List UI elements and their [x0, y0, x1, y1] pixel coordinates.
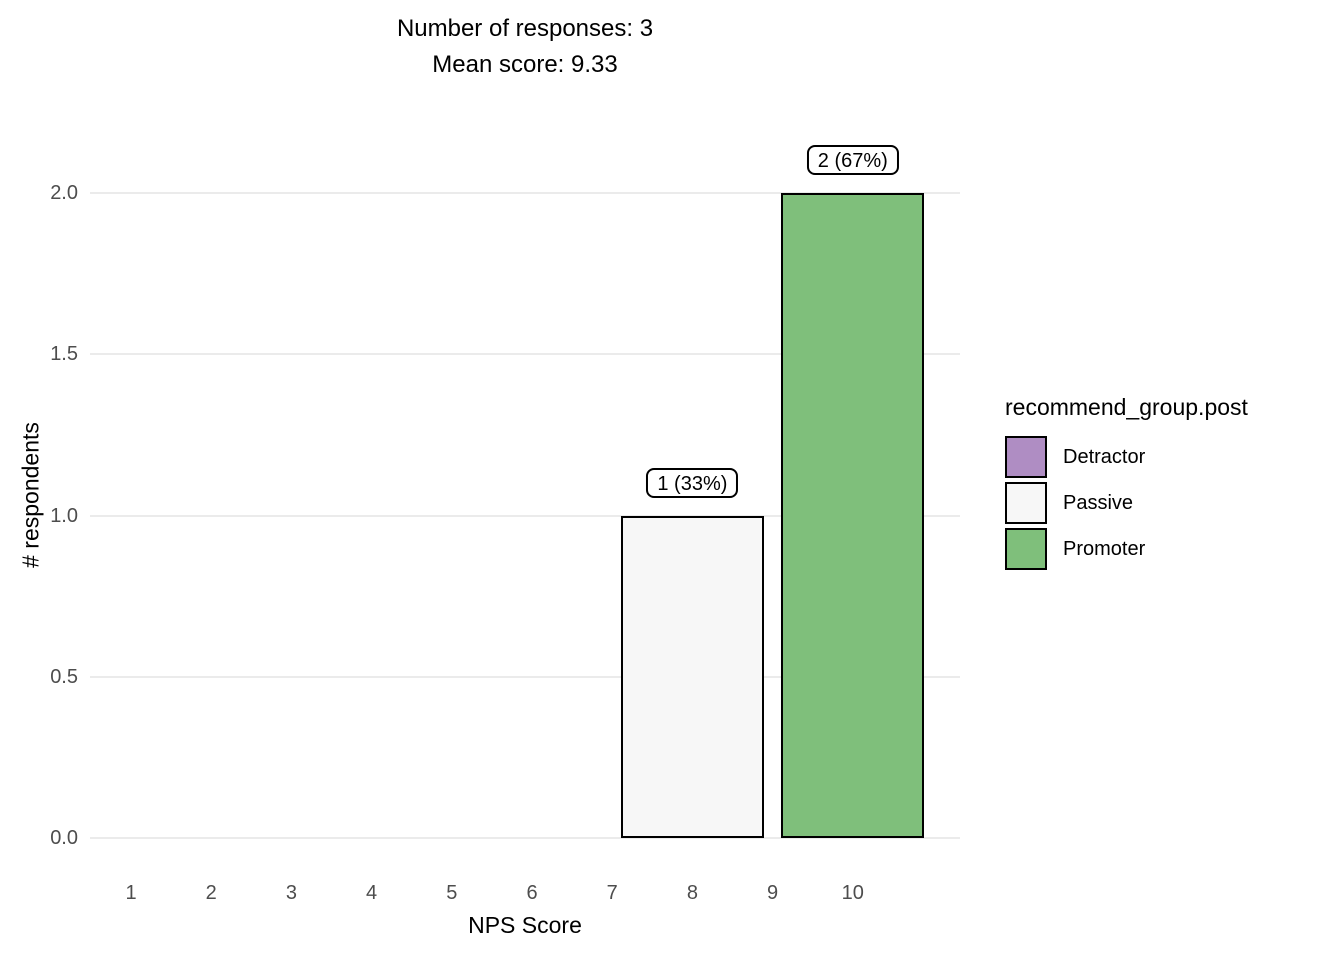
bar-value-label: 2 (67%) [806, 145, 899, 175]
x-tick-label: 6 [526, 882, 538, 904]
legend-key-promoter-swatch [1005, 528, 1047, 570]
x-tick-label: 1 [125, 882, 137, 904]
legend-entry-detractor: Detractor [1005, 436, 1248, 478]
bar-promoter [781, 193, 925, 838]
legend-entry-promoter: Promoter [1005, 528, 1248, 570]
legend-key-passive-swatch [1005, 482, 1047, 524]
bar-value-label: 1 (33%) [646, 467, 739, 498]
y-tick-label: 0.5 [50, 665, 78, 688]
bar-passive [620, 515, 764, 838]
x-tick-label: 8 [686, 882, 698, 904]
legend-title: recommend_group.post [1005, 394, 1248, 420]
x-tick-label: 2 [205, 882, 217, 904]
x-tick-label: 3 [285, 882, 297, 904]
legend-entry-passive: Passive [1005, 482, 1248, 524]
chart-title: Number of responses: 3 Mean score: 9.33 [90, 11, 960, 83]
x-tick-label: 9 [767, 882, 779, 904]
y-tick-label: 2.0 [50, 182, 78, 204]
x-axis-title: NPS Score [468, 912, 582, 938]
gridline [90, 514, 960, 517]
legend-label-detractor: Detractor [1063, 445, 1146, 468]
legend: recommend_group.post Detractor Passive Pro… [1005, 394, 1248, 574]
x-tick-label: 4 [366, 882, 378, 904]
y-tick-label: 1.0 [50, 504, 78, 527]
legend-label-passive: Passive [1063, 491, 1134, 514]
gridline [90, 837, 960, 839]
chart-title-line2: Mean score: 9.33 [432, 51, 618, 78]
legend-entries: Detractor Passive Promoter [1005, 436, 1248, 570]
gridline [90, 675, 960, 678]
x-tick-label: 7 [606, 882, 618, 904]
y-tick-label: 0.0 [50, 827, 78, 849]
gridline [90, 353, 960, 356]
chart-title-line1: Number of responses: 3 [396, 15, 654, 42]
gridline [90, 192, 960, 194]
y-tick-label: 1.5 [50, 343, 78, 366]
x-tick-label: 10 [841, 882, 864, 904]
legend-key-detractor-swatch [1005, 436, 1047, 478]
y-axis-title: # respondents [17, 422, 44, 568]
legend-label-promoter: Promoter [1063, 537, 1146, 560]
x-tick-label: 5 [446, 882, 458, 904]
